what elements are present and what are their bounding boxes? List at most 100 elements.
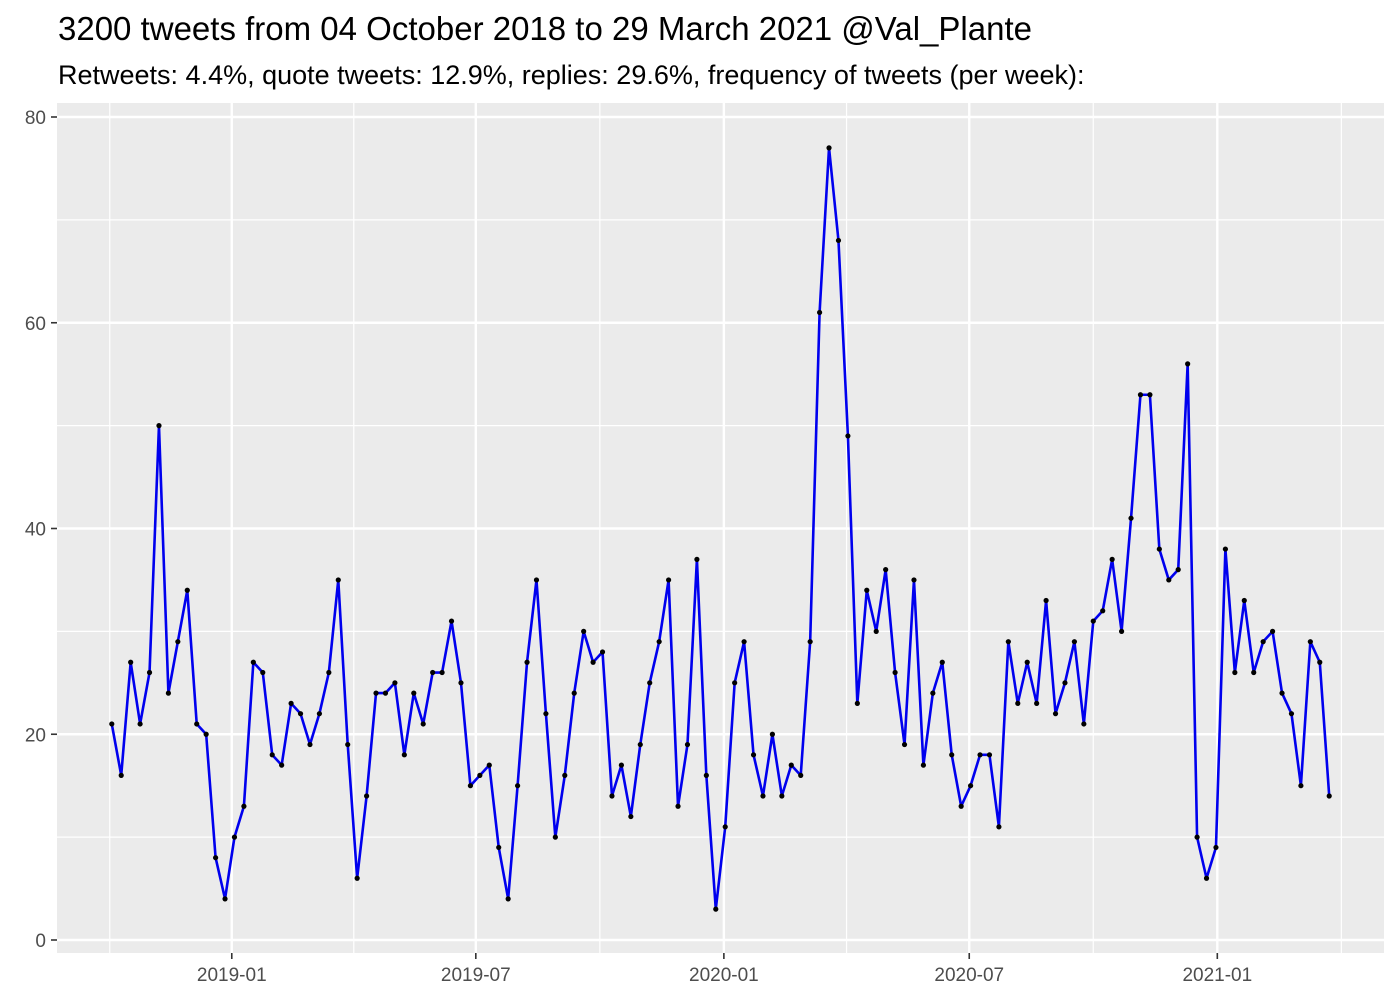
data-point	[146, 669, 153, 676]
data-point	[420, 721, 426, 727]
data-point	[448, 618, 455, 624]
data-point	[760, 793, 766, 799]
data-point	[835, 237, 842, 244]
data-point	[571, 690, 577, 696]
data-point	[1317, 659, 1323, 665]
data-point	[382, 690, 389, 696]
data-point	[496, 844, 502, 851]
data-point	[967, 783, 974, 789]
data-point	[1279, 690, 1285, 696]
data-point	[854, 700, 860, 706]
data-point	[392, 680, 398, 686]
data-point	[722, 824, 728, 830]
data-point	[543, 711, 549, 717]
data-point	[788, 762, 794, 768]
data-point	[1100, 608, 1106, 614]
data-point	[184, 587, 190, 593]
data-point	[892, 669, 898, 676]
data-point	[533, 577, 540, 583]
data-point	[647, 680, 653, 686]
data-point	[1015, 700, 1021, 706]
data-point	[269, 752, 275, 758]
x-tick-label: 2020-01	[689, 965, 759, 986]
data-point	[911, 577, 917, 583]
data-point	[732, 680, 738, 686]
data-point	[637, 741, 643, 748]
data-point	[873, 628, 879, 634]
data-point	[458, 680, 464, 686]
axes: 0 20 40 60 80 2019-01 2019-07 2020-01 2020-07 202…	[25, 108, 1252, 986]
data-point	[1241, 597, 1247, 604]
data-point	[986, 752, 993, 758]
data-point	[279, 762, 285, 768]
data-point	[467, 783, 474, 789]
data-point	[514, 783, 521, 789]
data-point	[694, 556, 700, 562]
data-point	[128, 659, 134, 665]
data-point	[354, 875, 360, 881]
y-tick-label: 60	[25, 314, 46, 335]
data-point	[137, 721, 143, 727]
data-point	[373, 690, 379, 696]
data-point	[411, 690, 417, 696]
data-point	[1185, 361, 1191, 367]
data-point	[1175, 567, 1181, 573]
data-point	[977, 752, 983, 758]
data-point	[628, 813, 634, 820]
data-point	[1194, 834, 1200, 840]
data-point	[1251, 669, 1257, 676]
data-point	[1156, 546, 1162, 552]
data-point	[1213, 844, 1219, 851]
y-tick-label: 0	[35, 931, 46, 952]
data-point	[1034, 700, 1040, 706]
data-point	[590, 659, 596, 665]
data-point	[109, 721, 115, 727]
y-tick-label: 20	[25, 725, 46, 746]
data-point	[335, 577, 341, 583]
data-point	[826, 145, 832, 151]
data-point	[1307, 639, 1313, 645]
data-point	[958, 803, 964, 809]
data-point	[222, 896, 228, 902]
data-point	[363, 793, 370, 799]
data-point	[741, 639, 747, 645]
data-point	[609, 793, 615, 799]
data-point	[288, 700, 294, 706]
data-point	[477, 772, 483, 779]
data-point	[769, 731, 776, 737]
data-point	[316, 711, 323, 717]
data-point	[212, 855, 219, 861]
data-point	[345, 741, 351, 748]
data-point	[864, 587, 870, 593]
data-point	[203, 731, 209, 737]
data-point	[260, 669, 266, 676]
y-tick-label: 40	[25, 520, 46, 541]
data-point	[430, 669, 436, 676]
data-point	[1232, 669, 1238, 676]
x-tick-label: 2021-01	[1182, 965, 1252, 986]
data-point	[1062, 680, 1068, 686]
data-point	[675, 803, 681, 809]
data-point	[599, 649, 606, 655]
data-point	[231, 834, 238, 840]
data-point	[1081, 721, 1087, 727]
data-point	[524, 659, 530, 665]
data-point	[1147, 392, 1153, 398]
data-point	[1260, 639, 1266, 645]
y-tick-label: 80	[25, 108, 46, 129]
data-point	[1109, 556, 1115, 562]
data-point	[996, 824, 1002, 830]
data-point	[562, 772, 568, 779]
data-point	[883, 567, 889, 573]
data-point	[920, 762, 927, 768]
series-line	[110, 146, 1331, 911]
data-point	[486, 762, 492, 768]
data-point	[618, 762, 625, 768]
data-point	[1043, 597, 1049, 604]
data-point	[1118, 628, 1125, 634]
data-point	[1024, 659, 1030, 665]
data-point	[1298, 783, 1304, 789]
data-point	[949, 752, 955, 758]
data-point	[1288, 711, 1295, 717]
